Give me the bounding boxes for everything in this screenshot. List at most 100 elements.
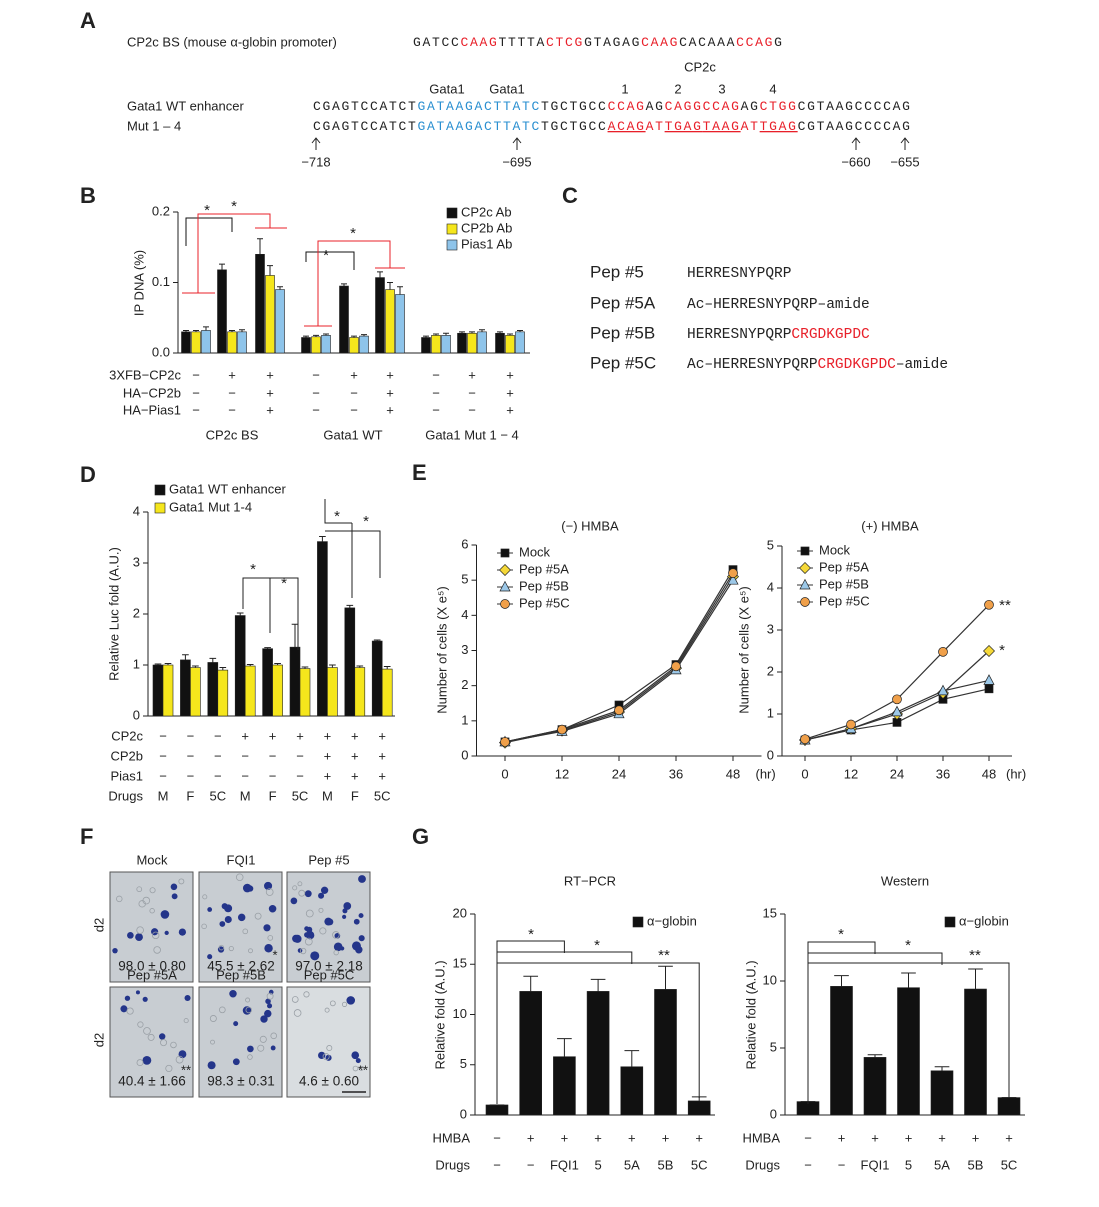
sequence-segment: GATAAGACTTATC: [418, 99, 542, 114]
group-label: CP2c BS: [206, 427, 259, 442]
legend-swatch: [446, 223, 458, 235]
chart-title: Western: [881, 873, 929, 888]
condition-value: −: [228, 385, 236, 400]
condition-value: 5C: [1001, 1157, 1018, 1172]
bar: [207, 662, 219, 717]
sequence-segment: G: [774, 35, 784, 50]
y-tick-label: 2: [133, 605, 140, 620]
condition-value: +: [351, 728, 359, 743]
arrows: [311, 137, 910, 150]
marker: [500, 599, 510, 609]
condition-value: +: [386, 385, 394, 400]
cell: [310, 951, 320, 961]
error-bar: [246, 663, 254, 667]
condition-value: 5C: [209, 788, 226, 803]
legend-label: Mock: [519, 544, 551, 559]
bar: [217, 269, 227, 354]
significance: *: [594, 937, 600, 954]
cell: [260, 1015, 268, 1023]
bar: [299, 668, 311, 717]
condition-label: HA−CP2b: [123, 385, 181, 400]
sequence-segment: TGCTGCC: [541, 119, 608, 134]
error-bar: [301, 666, 309, 669]
cell: [318, 892, 325, 899]
cell: [245, 1006, 253, 1014]
bar: [327, 667, 338, 717]
y-tick-label: 20: [453, 905, 467, 920]
legend-label: Pep #5A: [819, 559, 869, 574]
bar: [321, 335, 331, 354]
sequence-segment: CGTAAGCCCCAG: [798, 99, 912, 114]
y-tick-label: 2: [767, 663, 774, 678]
bar: [964, 988, 987, 1116]
condition-label: 3XFB−CP2c: [109, 367, 181, 382]
cell: [142, 1055, 152, 1065]
cell: [171, 893, 178, 900]
legend-swatch: [944, 916, 956, 928]
micrograph: [286, 986, 371, 1098]
y-tick-label: 15: [763, 905, 777, 920]
site-number: 2: [674, 81, 681, 96]
marker: [671, 661, 681, 672]
sequence-segment: CAAG: [641, 35, 679, 50]
cell: [306, 926, 313, 933]
x-unit: (hr): [1006, 766, 1026, 781]
site-number: 1: [621, 81, 628, 96]
significance: *: [204, 202, 210, 219]
condition-value: 5: [594, 1157, 601, 1172]
significance: *: [250, 561, 256, 578]
bar: [485, 1104, 509, 1116]
cell: [343, 902, 352, 910]
legend-label: Pep #5B: [819, 576, 869, 591]
legend-label: CP2c Ab: [461, 204, 512, 219]
error-bar: [624, 1050, 640, 1067]
cell: [224, 904, 233, 913]
cell: [233, 1021, 239, 1027]
condition-value: +: [468, 367, 476, 382]
condition-value: −: [493, 1130, 501, 1145]
error-bar: [901, 972, 916, 988]
error-bar: [361, 334, 367, 337]
sequence-segment: HERRESNYPQRP: [687, 266, 791, 282]
error-bar: [164, 662, 172, 665]
bar: [317, 541, 328, 717]
legend-swatch: [446, 207, 458, 219]
y-tick-label: 0.2: [152, 203, 170, 218]
significance: *: [334, 508, 340, 525]
cell: [242, 928, 249, 935]
significance: *: [838, 926, 844, 943]
error-bar: [356, 665, 364, 668]
condition-label: HA−Pias1: [123, 402, 181, 417]
bar: [930, 1070, 954, 1116]
cell: [270, 1045, 276, 1051]
cell: [353, 918, 360, 925]
bar: [863, 1057, 887, 1116]
cell: [322, 1053, 330, 1061]
cell: [299, 947, 307, 955]
sequence-segment: CGAGTCCATCT: [313, 119, 418, 134]
sequence-segment: CCAG: [736, 35, 774, 50]
chart-title: (+) HMBA: [861, 518, 919, 533]
x-tick-label: 48: [726, 766, 740, 781]
error-bar: [183, 329, 189, 332]
bar: [162, 664, 174, 717]
condition-value: 5C: [292, 788, 309, 803]
condition-value: 5A: [624, 1157, 640, 1172]
legend-label: Pep #5B: [519, 578, 569, 593]
condition-label: CP2b: [110, 748, 143, 763]
condition-value: M: [158, 788, 169, 803]
sequence-segment: Ac–: [687, 357, 713, 373]
error-bar: [329, 664, 336, 668]
cell: [355, 1058, 361, 1064]
cell: [218, 1006, 226, 1014]
condition-value: −: [312, 402, 320, 417]
bar: [227, 331, 237, 354]
cell: [149, 887, 156, 894]
cell: [136, 886, 143, 893]
bar: [275, 289, 285, 354]
cell: [352, 1065, 359, 1072]
cell: [210, 1039, 215, 1045]
cell: [247, 1045, 254, 1053]
bracket: [304, 240, 405, 327]
